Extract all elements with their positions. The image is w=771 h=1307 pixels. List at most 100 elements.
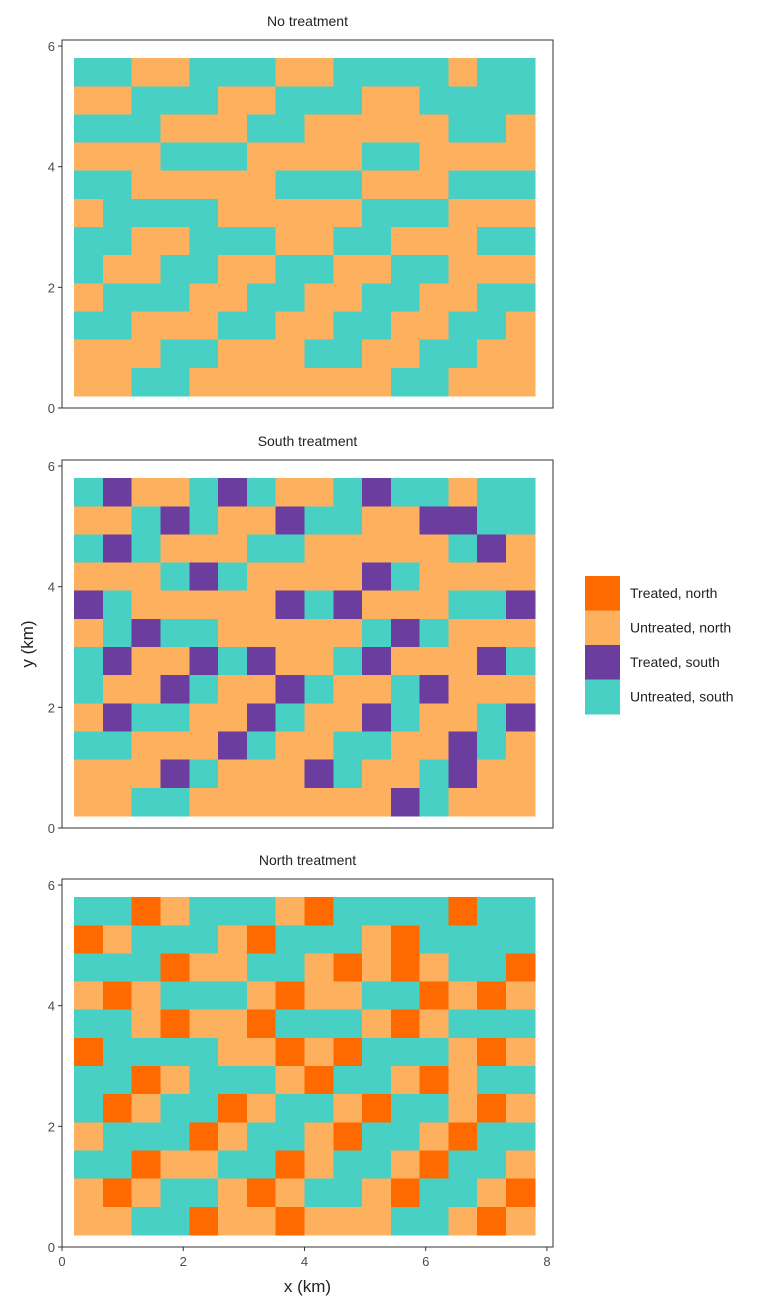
- raster-cell: [102, 675, 133, 704]
- raster-cell: [390, 255, 421, 284]
- raster-cell: [304, 618, 334, 648]
- raster-cell: [246, 675, 277, 704]
- raster-cell: [160, 283, 190, 312]
- raster-cell: [390, 590, 421, 620]
- raster-cell: [333, 1037, 363, 1067]
- raster-cell: [102, 142, 133, 172]
- raster-cell: [74, 1178, 104, 1208]
- raster-cell: [74, 618, 104, 648]
- raster-cell: [246, 478, 277, 507]
- raster-cell: [304, 590, 334, 620]
- raster-cell: [189, 1009, 219, 1039]
- raster-cell: [275, 647, 305, 676]
- raster-cell: [160, 170, 190, 200]
- raster-cell: [218, 731, 248, 761]
- raster-cell: [333, 1066, 363, 1095]
- raster-cell: [189, 953, 219, 983]
- raster-cell: [506, 1037, 536, 1067]
- raster-cell: [304, 731, 334, 761]
- raster-cell: [102, 1178, 133, 1208]
- raster-cell: [131, 1178, 162, 1208]
- raster-cell: [362, 283, 392, 312]
- raster-cell: [390, 86, 421, 115]
- raster-cell: [506, 1009, 536, 1039]
- raster-cell: [74, 367, 104, 397]
- raster-cell: [506, 703, 536, 732]
- raster-cell: [448, 703, 478, 732]
- raster-cell: [131, 1037, 162, 1067]
- legend-swatch: [585, 679, 620, 715]
- raster-cell: [102, 506, 133, 535]
- raster-cell: [362, 590, 392, 620]
- raster-cell: [74, 283, 104, 312]
- raster-cell: [333, 703, 363, 732]
- raster-cell: [218, 897, 248, 926]
- raster-cell: [131, 618, 162, 648]
- raster-cell: [477, 562, 507, 592]
- raster-cell: [448, 1037, 478, 1067]
- raster-cell: [477, 1094, 507, 1123]
- legend-label: Treated, south: [630, 654, 720, 670]
- raster-cell: [275, 1150, 305, 1180]
- raster-cell: [390, 1178, 421, 1208]
- raster-cell: [390, 170, 421, 200]
- raster-cell: [102, 925, 133, 954]
- raster-cell: [74, 897, 104, 926]
- raster-cell: [304, 1066, 334, 1095]
- x-axis-title: x (km): [284, 1277, 331, 1296]
- raster-cell: [246, 897, 277, 926]
- raster-cell: [362, 925, 392, 954]
- raster-cell: [333, 953, 363, 983]
- raster-cell: [506, 981, 536, 1011]
- raster-cell: [74, 981, 104, 1011]
- raster-cell: [419, 58, 449, 87]
- raster-cell: [74, 953, 104, 983]
- raster-cell: [506, 58, 536, 87]
- raster-cell: [506, 590, 536, 620]
- y-tick-label: 2: [48, 280, 55, 295]
- raster-cell: [419, 897, 449, 926]
- raster-cell: [333, 1094, 363, 1123]
- raster-cell: [131, 981, 162, 1011]
- raster-cell: [477, 142, 507, 172]
- raster-cell: [218, 1178, 248, 1208]
- raster-cell: [275, 953, 305, 983]
- raster-cell: [74, 731, 104, 761]
- raster-cell: [390, 1094, 421, 1123]
- raster-cell: [477, 618, 507, 648]
- raster-cell: [160, 255, 190, 284]
- raster-cell: [246, 339, 277, 369]
- raster-cell: [448, 647, 478, 676]
- raster-cell: [304, 1178, 334, 1208]
- raster-cell: [74, 478, 104, 507]
- raster-cell: [246, 981, 277, 1011]
- raster-cell: [218, 1037, 248, 1067]
- raster-cell: [131, 142, 162, 172]
- raster-cell: [275, 506, 305, 535]
- raster-cell: [304, 534, 334, 564]
- raster-cell: [246, 647, 277, 676]
- raster-cell: [333, 590, 363, 620]
- raster-cell: [160, 897, 190, 926]
- raster-cell: [246, 170, 277, 200]
- raster-cell: [160, 1009, 190, 1039]
- raster-cell: [246, 925, 277, 954]
- raster-cell: [304, 255, 334, 284]
- raster-cell: [304, 562, 334, 592]
- raster-cell: [160, 198, 190, 228]
- raster-cell: [333, 1178, 363, 1208]
- raster-cell: [506, 562, 536, 592]
- raster-cell: [74, 787, 104, 817]
- raster-cell: [477, 925, 507, 954]
- raster-cell: [160, 562, 190, 592]
- raster-cell: [333, 86, 363, 115]
- raster-cell: [218, 981, 248, 1011]
- raster-cell: [362, 339, 392, 369]
- raster-cell: [333, 675, 363, 704]
- raster-cell: [362, 675, 392, 704]
- raster-cell: [160, 1150, 190, 1180]
- raster-cell: [74, 114, 104, 144]
- raster-cell: [304, 142, 334, 172]
- raster-cell: [419, 1037, 449, 1067]
- raster-cell: [102, 618, 133, 648]
